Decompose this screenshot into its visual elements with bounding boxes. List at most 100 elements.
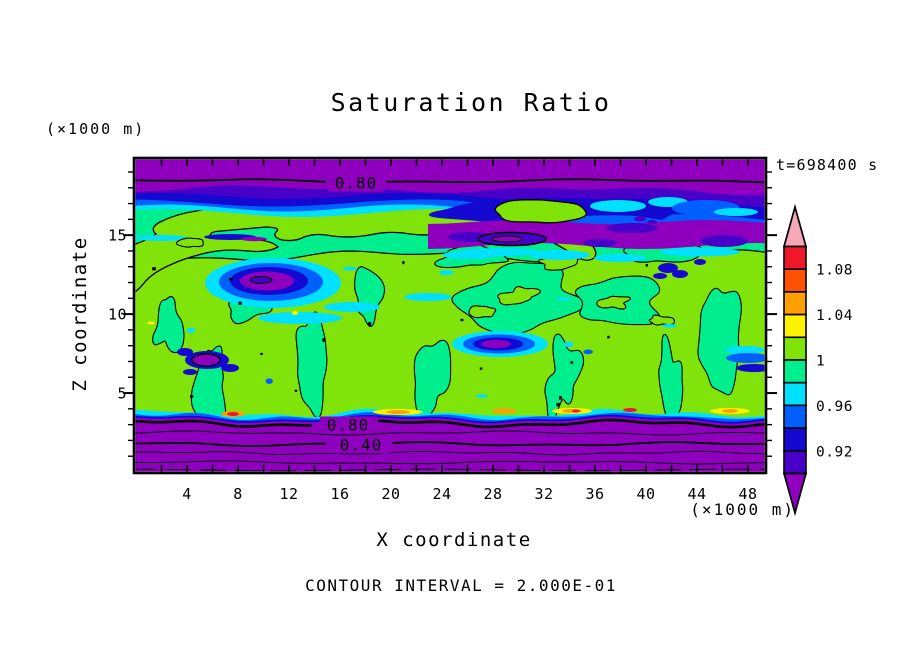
contour-channel: [413, 339, 452, 423]
top-band-purple: [135, 159, 765, 196]
plot-frame: [123, 156, 777, 475]
fleck: [265, 378, 273, 384]
right-dip-cyan: [590, 200, 646, 212]
warm-strip: [572, 409, 580, 413]
contour-label-backing: [328, 174, 384, 192]
x-tick-label: 44: [687, 485, 706, 503]
colorbar-label: 1: [816, 354, 825, 370]
cyan-streak: [460, 248, 540, 256]
contour-line-thin: [135, 460, 765, 465]
contour-island: [497, 285, 541, 306]
warm-strip: [386, 410, 410, 414]
speck: [558, 396, 563, 400]
colorbar-segment: [783, 404, 807, 429]
cyan-streak: [530, 250, 590, 260]
moist-streak: [726, 353, 765, 363]
fleck: [564, 341, 574, 348]
dry-speck: [221, 364, 239, 372]
speck: [607, 335, 610, 339]
dry-speck: [694, 259, 706, 265]
warm-strip: [492, 408, 516, 414]
dry-layer-patch: [583, 239, 617, 247]
speck: [479, 367, 483, 370]
x-axis-units-label: (×1000 m): [690, 500, 795, 519]
colorbar-segment: [783, 381, 807, 407]
speck: [190, 394, 194, 398]
dry-layer-patch: [647, 220, 657, 224]
contour-line-thin: [135, 450, 765, 456]
warm-dot: [147, 321, 155, 325]
x-tick-label: 20: [381, 485, 400, 503]
speck: [260, 352, 263, 355]
contour-line-020: [135, 468, 765, 472]
colorbar-segment: [783, 336, 807, 361]
contour-label-backing: [320, 416, 376, 434]
colorbar-segment: [783, 427, 807, 452]
y-tick-label: 15: [108, 227, 127, 245]
upper-lens-island: [494, 199, 587, 224]
contour-plot-area: 0.800.800.40: [135, 159, 765, 472]
speck: [556, 402, 560, 407]
fleck: [439, 269, 454, 276]
contour-line-040: [391, 441, 765, 447]
contour-channel: [658, 333, 684, 421]
dry-speck: [653, 273, 667, 279]
contour-line-080-bottom: [135, 419, 313, 428]
contour-channel: [697, 287, 742, 396]
bottom-band-purple: [135, 416, 765, 472]
colorbar-label: 0.92: [816, 444, 853, 460]
y-tick-label: 5: [117, 385, 127, 403]
colorbar-segment: [783, 449, 807, 475]
cyan-streak: [404, 293, 452, 301]
x-tick-label: 40: [636, 485, 655, 503]
dry-pocket: [481, 340, 511, 348]
x-tick-label: 4: [182, 485, 192, 503]
colorbar-segment: [783, 359, 807, 384]
speck: [368, 322, 372, 326]
dry-layer-patch: [634, 216, 646, 222]
contour-island: [596, 295, 631, 310]
dry-pocket-core: [249, 276, 273, 284]
contour-label: 0.40: [340, 436, 383, 455]
dry-speck: [672, 270, 688, 278]
purple-streak: [241, 236, 267, 242]
fleck: [342, 266, 358, 271]
dry-speck: [177, 348, 193, 356]
small-lime-oval: [175, 237, 204, 248]
fleck: [186, 327, 196, 333]
x-tick-label: 32: [534, 485, 553, 503]
contour-channel: [544, 333, 585, 421]
speck: [460, 318, 464, 322]
dry-layer-patch: [700, 235, 748, 247]
y-tick-label: 10: [108, 306, 127, 324]
contour-label-backing: [333, 436, 389, 454]
cyan-streak: [135, 234, 139, 238]
warm-strip: [722, 409, 738, 413]
cyan-streak: [594, 254, 646, 262]
colorbar-label: 0.96: [816, 399, 853, 415]
plot-border: [132, 156, 768, 475]
contour-line-080-bottom: [377, 418, 765, 429]
contour-line-060: [135, 430, 765, 436]
colorbar-under-arrow: [782, 472, 808, 517]
x-tick-label: 24: [432, 485, 451, 503]
speck: [228, 277, 233, 281]
x-tick-label: 12: [279, 485, 298, 503]
speck: [152, 267, 157, 271]
contour-island: [468, 305, 497, 319]
speck: [238, 301, 242, 305]
cyan-streak: [660, 247, 740, 257]
colorbar-segment: [783, 268, 807, 293]
contour-line-080-top: [385, 178, 765, 184]
fleck: [476, 394, 488, 398]
dry-pocket-core: [191, 353, 221, 367]
fleck: [661, 323, 677, 328]
colorbar-segment: [783, 245, 807, 271]
y-axis-title: Z coordinate: [69, 236, 91, 391]
cyan-streak: [258, 312, 342, 324]
fleck: [555, 297, 571, 301]
colorbar-label: 1.04: [816, 308, 853, 324]
contour-label: 0.80: [335, 174, 378, 193]
